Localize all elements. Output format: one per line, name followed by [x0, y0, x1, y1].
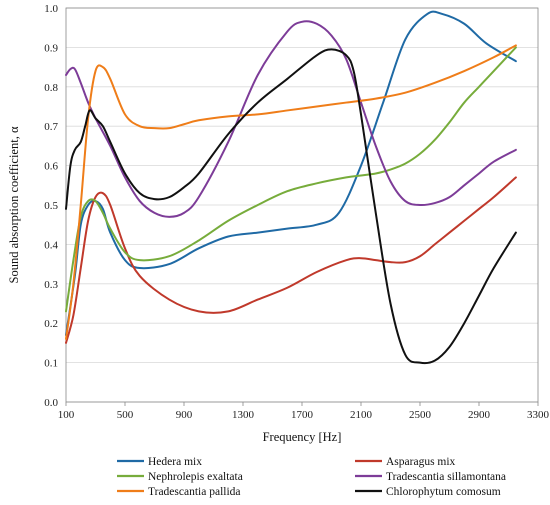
legend-label-nephrolepis-exaltata: Nephrolepis exaltata — [148, 471, 243, 483]
y-tick-label: 0.4 — [44, 239, 58, 251]
y-tick-label: 0.5 — [44, 200, 58, 212]
series-line-tradescantia-pallida — [65, 44, 517, 340]
y-tick-label: 0.1 — [44, 358, 58, 370]
legend: Hedera mix Asparagus mix Nephrolepis exalt… — [117, 456, 506, 498]
y-tick-label: 0.6 — [44, 161, 58, 173]
legend-label-chlorophytum-comosum: Chlorophytum comosum — [386, 486, 501, 498]
x-tick-label: 2500 — [409, 409, 432, 421]
series-line-chlorophytum-comosum — [65, 48, 517, 365]
y-tick-label: 0.3 — [44, 279, 58, 291]
legend-label-hedera-mix: Hedera mix — [148, 456, 202, 468]
y-tick-label: 0.0 — [44, 397, 58, 409]
tick-layer: 0.0 0.1 0.2 0.3 0.4 0.5 0.6 0.7 0.8 0.9 1.0 100 500 9… — [44, 3, 549, 421]
legend-label-tradescantia-sillamontana: Tradescantia sillamontana — [386, 471, 506, 483]
legend-label-asparagus-mix: Asparagus mix — [386, 456, 456, 468]
x-axis-title: Frequency [Hz] — [263, 430, 342, 444]
x-tick-label: 2900 — [468, 409, 491, 421]
x-tick-label: 1300 — [232, 409, 255, 421]
y-tick-label: 0.8 — [44, 82, 58, 94]
x-tick-label: 3300 — [527, 409, 550, 421]
series-layer — [65, 10, 517, 365]
y-tick-label: 0.7 — [44, 121, 58, 133]
x-tick-label: 900 — [176, 409, 193, 421]
x-tick-label: 1700 — [291, 409, 314, 421]
x-tick-label: 100 — [58, 409, 75, 421]
x-tick-label: 2100 — [350, 409, 373, 421]
series-line-nephrolepis-exaltata — [65, 46, 517, 313]
y-tick-label: 0.2 — [44, 318, 58, 330]
y-axis-title: Sound absorption coefficient, α — [7, 126, 21, 283]
series-line-asparagus-mix — [65, 176, 517, 344]
legend-label-tradescantia-pallida: Tradescantia pallida — [148, 486, 241, 498]
y-tick-label: 0.9 — [44, 42, 58, 54]
y-tick-label: 1.0 — [44, 3, 58, 15]
x-tick-label: 500 — [117, 409, 134, 421]
